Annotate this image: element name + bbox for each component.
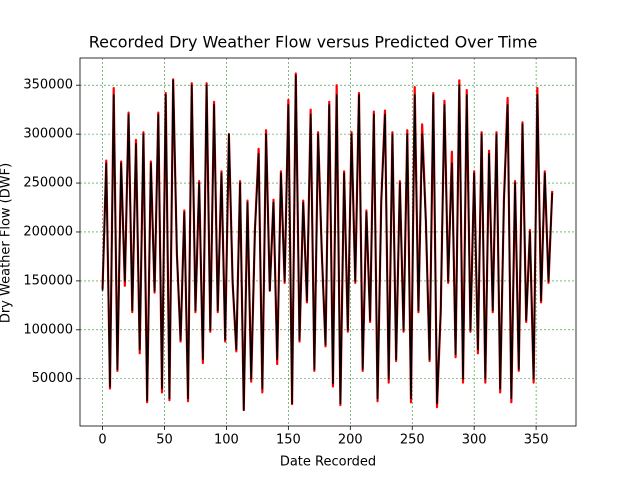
y-tick-label: 250000 [23, 176, 73, 191]
plot-frame [79, 57, 577, 427]
x-tick-label: 150 [276, 433, 301, 448]
x-tick-label: 350 [524, 433, 549, 448]
chart-title: Recorded Dry Weather Flow versus Predict… [89, 33, 538, 52]
x-tick-label: 0 [98, 433, 106, 448]
x-tick-label: 300 [462, 433, 487, 448]
y-tick-label: 200000 [23, 224, 73, 239]
y-axis-label: Dry Weather Flow (DWF) [0, 163, 14, 323]
y-tick-label: 100000 [23, 322, 73, 337]
x-tick-label: 250 [400, 433, 425, 448]
x-tick-label: 200 [338, 433, 363, 448]
x-tick-label: 50 [156, 433, 173, 448]
y-tick-label: 300000 [23, 127, 73, 142]
y-tick-label: 150000 [23, 273, 73, 288]
y-tick-label: 50000 [32, 371, 73, 386]
x-axis-label: Date Recorded [280, 455, 376, 470]
series-line [101, 74, 554, 411]
y-tick-label: 350000 [23, 78, 73, 93]
x-tick-label: 100 [214, 433, 239, 448]
